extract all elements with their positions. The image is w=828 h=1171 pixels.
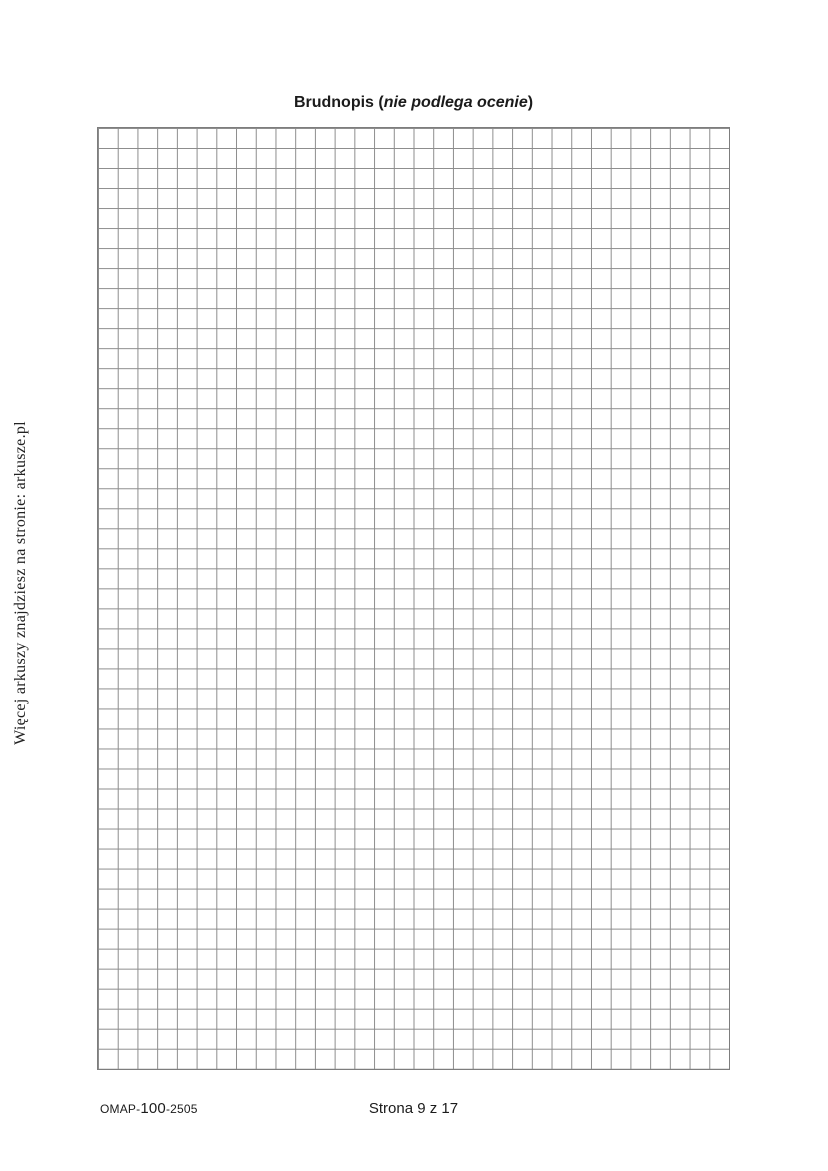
page-title-suffix: ) [527,94,534,111]
page-title-prefix: Brudnopis ( [293,94,384,111]
document-code-part3: -2505 [165,1102,198,1116]
page-number-indicator: Strona 9 z 17 [368,1100,459,1117]
document-code-part1: OMAP- [100,1102,141,1116]
grid-paper [97,127,730,1070]
document-code-part2: 100 [140,1100,166,1117]
watermark-text: Więcej arkuszy znajdziesz na stronie: ar… [12,421,29,745]
document-code: OMAP-100-2505 [100,1100,198,1117]
page-title-emphasis: nie podlega ocenie [383,94,528,111]
page-title: Brudnopis (nie podlega ocenie) [97,94,730,112]
